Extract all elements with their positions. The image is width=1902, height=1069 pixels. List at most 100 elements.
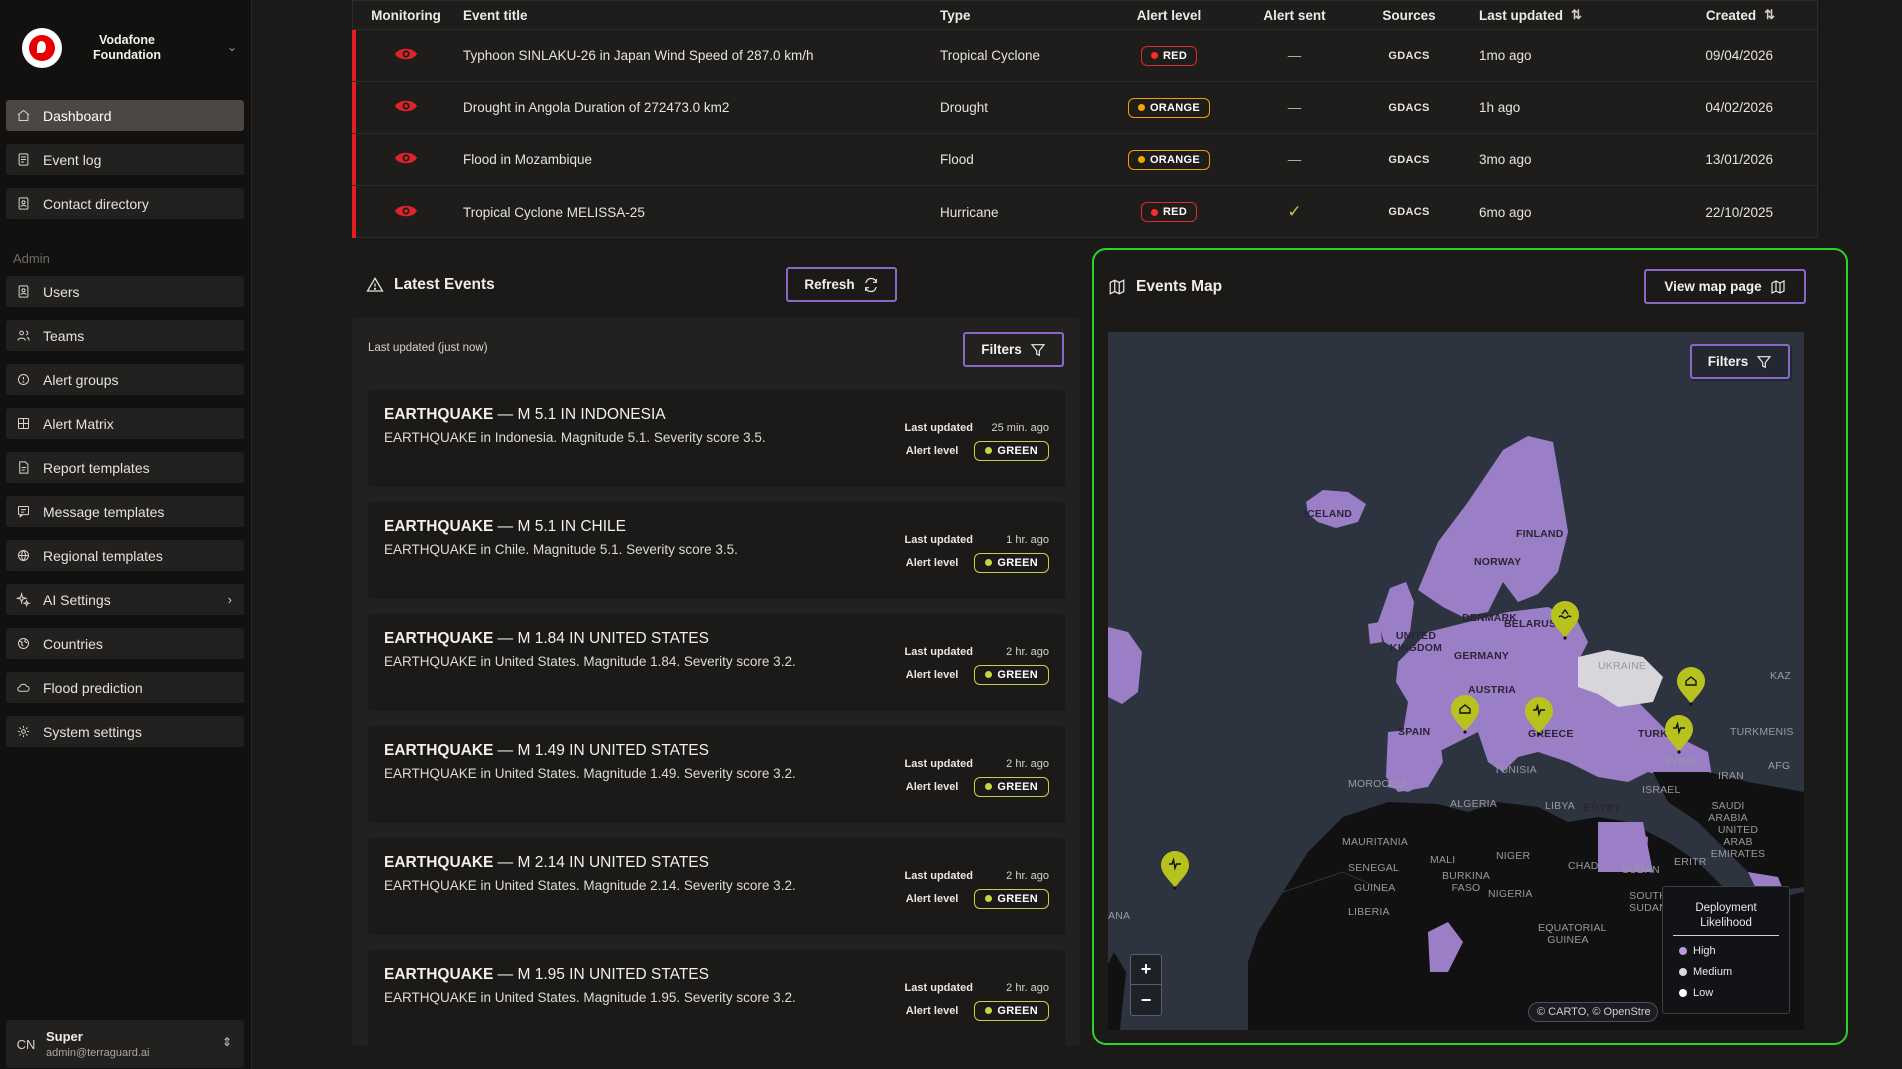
map-country-label: MAURITANIA: [1342, 836, 1408, 848]
alert-level-label: Alert level: [905, 668, 959, 681]
quake-event-pin-icon[interactable]: [1522, 696, 1556, 736]
quake-event-pin-icon[interactable]: [1662, 714, 1696, 754]
table-row[interactable]: Tropical Cyclone MELISSA-25 Hurricane RED ✓…: [352, 186, 1817, 238]
sort-icon[interactable]: ⇅: [1764, 7, 1775, 22]
event-card-title: EARTHQUAKE — M 2.14 IN UNITED STATES: [384, 854, 709, 872]
alert-level-text: GREEN: [997, 444, 1038, 457]
col-sources: Sources: [1382, 7, 1436, 23]
sidebar-item-message-templates[interactable]: Message templates: [6, 496, 244, 527]
sidebar-item-label: System settings: [43, 723, 142, 740]
map-country-label: BURKINA FASO: [1441, 870, 1491, 894]
sidebar-item-system-settings[interactable]: System settings: [6, 716, 244, 747]
map-attribution[interactable]: © CARTO, © OpenStre: [1528, 1002, 1658, 1022]
sidebar-item-alert-matrix[interactable]: Alert Matrix: [6, 408, 244, 439]
map-icon: [1771, 279, 1785, 294]
chevron-right-icon[interactable]: ›: [227, 592, 232, 607]
event-type: Drought: [940, 100, 989, 115]
view-map-page-button[interactable]: View map page: [1644, 269, 1806, 304]
sidebar-item-dashboard[interactable]: Dashboard: [6, 100, 244, 131]
home-event-pin-icon[interactable]: [1448, 694, 1482, 734]
eye-icon[interactable]: [353, 150, 459, 169]
map-country-label: ICELAND: [1304, 508, 1353, 520]
col-created[interactable]: Created ⇅: [1631, 7, 1811, 23]
vodafone-logo-icon: [22, 28, 62, 68]
user-menu[interactable]: CN Super admin@terraguard.ai ⇕: [6, 1020, 244, 1068]
event-title: Tropical Cyclone MELISSA-25: [463, 204, 645, 220]
event-card[interactable]: EARTHQUAKE — M 5.1 IN CHILE EARTHQUAKE in…: [368, 502, 1065, 599]
map-canvas[interactable]: ICELAND NORWAY FINLAND UNITED KINGDOM DENMAR…: [1108, 332, 1804, 1030]
legend-item: Medium: [1679, 966, 1789, 978]
filters-button-label: Filters: [981, 342, 1022, 357]
zoom-out-button[interactable]: −: [1140, 989, 1152, 1010]
refresh-icon: [864, 277, 877, 292]
sidebar-item-flood-prediction[interactable]: Flood prediction: [6, 672, 244, 703]
event-card[interactable]: EARTHQUAKE — M 1.95 IN UNITED STATES EART…: [368, 950, 1065, 1046]
alert-level-badge: GREEN: [974, 888, 1049, 909]
message-templates-icon: [15, 504, 31, 520]
table-row[interactable]: Flood in Mozambique Flood ORANGE — GDACS 3mo …: [352, 134, 1817, 186]
event-last-updated: 1h ago: [1479, 100, 1521, 115]
home-event-pin-icon[interactable]: [1674, 666, 1708, 706]
map-country-label: NIGER: [1496, 850, 1531, 862]
refresh-button[interactable]: Refresh: [786, 267, 897, 302]
event-source: GDACS: [1388, 101, 1430, 114]
map-filters-button[interactable]: Filters: [1690, 344, 1790, 379]
event-card-description: EARTHQUAKE in United States. Magnitude 1…: [384, 654, 796, 669]
eye-icon[interactable]: [353, 98, 459, 117]
event-card-kind: EARTHQUAKE: [384, 518, 494, 535]
events-list[interactable]: Last updated (just now) Filters EARTHQUA…: [352, 318, 1080, 1046]
status-dot-icon: [985, 671, 993, 678]
event-card[interactable]: EARTHQUAKE — M 1.84 IN UNITED STATES EART…: [368, 614, 1065, 711]
event-last-updated: 3mo ago: [1479, 152, 1532, 167]
cloud-icon: [15, 680, 31, 696]
alert-sent: ✓: [1287, 202, 1302, 221]
col-last-updated[interactable]: Last updated ⇅: [1471, 7, 1631, 23]
eye-icon[interactable]: [353, 203, 459, 222]
map-country-label: MALI: [1430, 854, 1456, 866]
table-row[interactable]: Drought in Angola Duration of 272473.0 k…: [352, 82, 1817, 134]
event-type: Hurricane: [940, 204, 999, 220]
chevron-down-icon[interactable]: ⌄: [226, 40, 237, 54]
quake-event-pin-icon[interactable]: [1158, 850, 1192, 890]
sidebar-item-teams[interactable]: Teams: [6, 320, 244, 351]
chevron-updown-icon[interactable]: ⇕: [221, 1035, 232, 1049]
event-last-updated: 1mo ago: [1479, 48, 1532, 63]
alert-level-text: ORANGE: [1149, 101, 1201, 114]
flood-event-pin-icon[interactable]: [1548, 600, 1582, 640]
alert-level-badge: RED: [1140, 202, 1198, 222]
table-row[interactable]: Typhoon SINLAKU-26 in Japan Wind Speed o…: [352, 30, 1817, 82]
sidebar-item-contact-directory[interactable]: Contact directory: [6, 188, 244, 219]
map-country-label: LIBERIA: [1348, 906, 1390, 918]
sidebar-item-report-templates[interactable]: Report templates: [6, 452, 244, 483]
legend-title: Deployment Likelihood: [1673, 901, 1779, 936]
status-dot-icon: [1137, 156, 1145, 163]
map-country-label: GUINEA: [1354, 882, 1396, 894]
sidebar-item-alert-groups[interactable]: Alert groups: [6, 364, 244, 395]
alert-level-cell: RED: [1096, 45, 1242, 66]
event-card-title: EARTHQUAKE — M 1.95 IN UNITED STATES: [384, 966, 709, 984]
sidebar-item-regional-templates[interactable]: Regional templates: [6, 540, 244, 571]
sidebar-item-countries[interactable]: Countries: [6, 628, 244, 659]
event-card-meta: Last updated 2 hr. ago Alert level GREEN: [869, 642, 1049, 685]
zoom-in-button[interactable]: +: [1131, 955, 1161, 985]
sidebar-item-users[interactable]: Users: [6, 276, 244, 307]
event-card-meta: Last updated 2 hr. ago Alert level GREEN: [869, 866, 1049, 909]
eye-icon[interactable]: [353, 46, 459, 65]
avatar: CN: [16, 1036, 36, 1052]
user-name: Super: [46, 1029, 83, 1044]
contact-directory-icon: [15, 196, 31, 212]
event-card[interactable]: EARTHQUAKE — M 2.14 IN UNITED STATES EART…: [368, 838, 1065, 935]
filters-button[interactable]: Filters: [963, 332, 1064, 367]
event-card-kind: EARTHQUAKE: [384, 630, 494, 647]
sidebar-item-event-log[interactable]: Event log: [6, 144, 244, 175]
sparkle-icon: [15, 592, 31, 608]
sidebar-item-label: Message templates: [43, 503, 165, 520]
brand-switcher[interactable]: Vodafone Foundation ⌄: [22, 26, 237, 70]
event-card[interactable]: EARTHQUAKE — M 1.49 IN UNITED STATES EART…: [368, 726, 1065, 823]
zoom-control: + −: [1130, 954, 1162, 1016]
sidebar-item-ai-settings[interactable]: AI Settings ›: [6, 584, 244, 615]
sort-icon[interactable]: ⇅: [1571, 7, 1582, 22]
event-card[interactable]: EARTHQUAKE — M 5.1 IN INDONESIA EARTHQUAK…: [368, 390, 1065, 487]
event-card-title: EARTHQUAKE — M 5.1 IN INDONESIA: [384, 406, 666, 424]
map-country-label: SOUTH SUDAN: [1629, 890, 1667, 914]
